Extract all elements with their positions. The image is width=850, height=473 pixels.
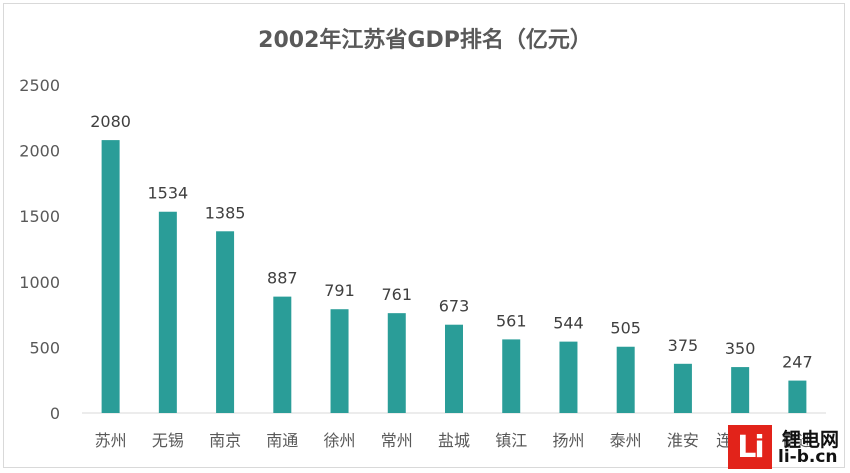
y-tick-label: 500 [29, 338, 60, 357]
x-tick-label: 镇江 [495, 431, 527, 450]
x-tick-label: 南通 [266, 431, 298, 450]
watermark-logo-letters: Li [737, 429, 764, 465]
bar [158, 211, 177, 413]
bar [616, 346, 635, 413]
x-axis: 苏州无锡南京南通徐州常州盐城镇江扬州泰州淮安连云港宿迁 [95, 431, 814, 450]
x-tick-label: 淮安 [667, 431, 699, 450]
x-tick-label: 扬州 [552, 431, 584, 450]
data-label: 350 [725, 339, 756, 358]
watermark-site-name: 锂电网 [782, 429, 840, 451]
bar [731, 367, 750, 413]
y-tick-label: 1000 [19, 273, 60, 292]
watermark-logo: Li 锂电网 li-b.cn [728, 423, 848, 471]
chart-frame [3, 3, 845, 468]
y-tick-label: 2000 [19, 142, 60, 161]
x-tick-label: 苏州 [95, 431, 127, 450]
data-labels-group: 2080 1534 1385 887 791 761 673 561 544 505 375 350 2… [90, 112, 812, 371]
y-tick-label: 2500 [19, 76, 60, 95]
data-label: 673 [439, 297, 470, 316]
bar [502, 339, 521, 413]
y-tick-label: 0 [50, 404, 60, 423]
bar [101, 140, 120, 413]
y-axis: 0 500 1000 1500 2000 2500 [19, 76, 60, 423]
data-label: 375 [668, 336, 699, 355]
bar [273, 296, 292, 413]
bar [330, 309, 349, 413]
data-label: 561 [496, 311, 527, 330]
x-tick-label: 泰州 [610, 431, 642, 450]
data-label: 761 [381, 285, 412, 304]
bar [673, 363, 692, 413]
bar [387, 313, 406, 413]
bar [559, 341, 578, 413]
chart-title: 2002年江苏省GDP排名（亿元） [258, 27, 592, 53]
watermark-logo-box: Li [728, 425, 772, 469]
x-tick-label: 宿迁 [781, 431, 813, 450]
watermark-site-url: li-b.cn [778, 447, 838, 467]
data-label: 544 [553, 314, 584, 333]
bar [216, 231, 235, 413]
bar [788, 380, 807, 413]
x-tick-label: 徐州 [324, 431, 356, 450]
data-label: 791 [324, 281, 355, 300]
data-label: 505 [610, 319, 641, 338]
y-tick-label: 1500 [19, 207, 60, 226]
data-label: 2080 [90, 112, 131, 131]
data-label: 247 [782, 353, 813, 372]
bars-group [101, 140, 807, 413]
x-tick-label: 盐城 [438, 431, 470, 450]
data-label: 887 [267, 269, 298, 288]
data-label: 1385 [205, 203, 246, 222]
x-tick-label: 南京 [209, 431, 241, 450]
x-tick-label: 无锡 [152, 431, 184, 450]
x-tick-label: 常州 [381, 431, 413, 450]
bar [445, 324, 463, 413]
data-label: 1534 [147, 184, 188, 203]
